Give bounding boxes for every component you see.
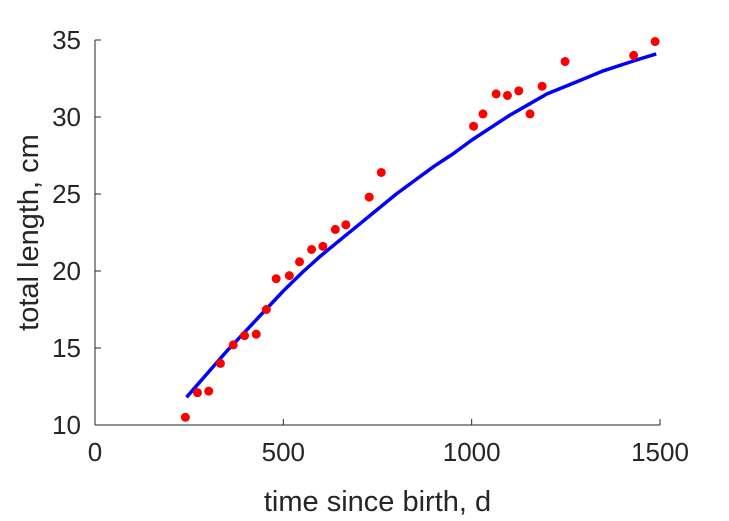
data-point bbox=[502, 90, 512, 100]
data-point bbox=[525, 109, 535, 119]
y-tick-label: 10 bbox=[52, 410, 81, 440]
data-point bbox=[318, 241, 328, 251]
data-point bbox=[560, 57, 570, 67]
data-point bbox=[215, 358, 225, 368]
x-tick-label: 0 bbox=[88, 437, 102, 467]
data-point bbox=[240, 331, 250, 341]
data-point bbox=[341, 220, 351, 230]
x-axis-label: time since birth, d bbox=[264, 486, 491, 518]
data-point bbox=[180, 412, 190, 422]
data-points bbox=[180, 37, 660, 422]
x-ticks: 0 500 1000 1500 bbox=[88, 419, 689, 467]
y-axis-label: total length, cm bbox=[13, 134, 45, 331]
y-tick-label: 20 bbox=[52, 256, 81, 286]
fit-curve bbox=[185, 52, 657, 399]
data-point bbox=[271, 274, 281, 284]
data-point bbox=[192, 388, 202, 398]
data-point bbox=[629, 50, 639, 60]
data-point bbox=[376, 167, 386, 177]
x-tick-label: 1500 bbox=[631, 437, 689, 467]
data-point bbox=[307, 244, 317, 254]
y-ticks: 10 15 20 25 30 35 bbox=[52, 25, 101, 440]
axes bbox=[94, 40, 660, 426]
data-point bbox=[228, 340, 238, 350]
y-tick-label: 30 bbox=[52, 102, 81, 132]
data-point bbox=[650, 37, 660, 47]
data-point bbox=[469, 121, 479, 131]
data-point bbox=[330, 224, 340, 234]
fit-curve-group bbox=[185, 52, 657, 399]
data-point bbox=[284, 271, 294, 281]
data-point bbox=[251, 329, 261, 339]
y-tick-label: 15 bbox=[52, 333, 81, 363]
data-point bbox=[537, 81, 547, 91]
data-point bbox=[204, 386, 214, 396]
data-point bbox=[295, 257, 305, 267]
data-point bbox=[514, 86, 524, 96]
y-tick-label: 35 bbox=[52, 25, 81, 55]
data-point bbox=[491, 89, 501, 99]
y-tick-label: 25 bbox=[52, 179, 81, 209]
data-point bbox=[364, 192, 374, 202]
x-tick-label: 500 bbox=[262, 437, 305, 467]
data-point bbox=[478, 109, 488, 119]
x-tick-label: 1000 bbox=[443, 437, 501, 467]
data-point bbox=[261, 305, 271, 314]
